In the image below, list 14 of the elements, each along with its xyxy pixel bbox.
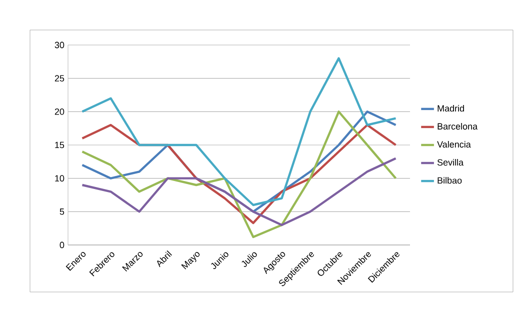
legend-label: Valencia: [437, 140, 471, 148]
y-tick-label: 20: [54, 108, 64, 115]
legend-label: Madrid: [438, 104, 464, 112]
y-tick-label: 5: [60, 208, 64, 215]
y-tick-label: 30: [54, 42, 64, 48]
legend-label: Bilbao: [438, 177, 462, 184]
legend-label: Barcelona: [438, 122, 478, 130]
y-tick-label: 10: [55, 175, 64, 182]
legend-label: Sevilla: [437, 159, 464, 166]
y-tick-label: 25: [54, 75, 64, 82]
y-tick-label: 15: [55, 142, 64, 148]
y-tick-label: 0: [60, 242, 64, 248]
x-tick-label: Julio: [242, 252, 257, 267]
line-series: [81, 110, 397, 238]
